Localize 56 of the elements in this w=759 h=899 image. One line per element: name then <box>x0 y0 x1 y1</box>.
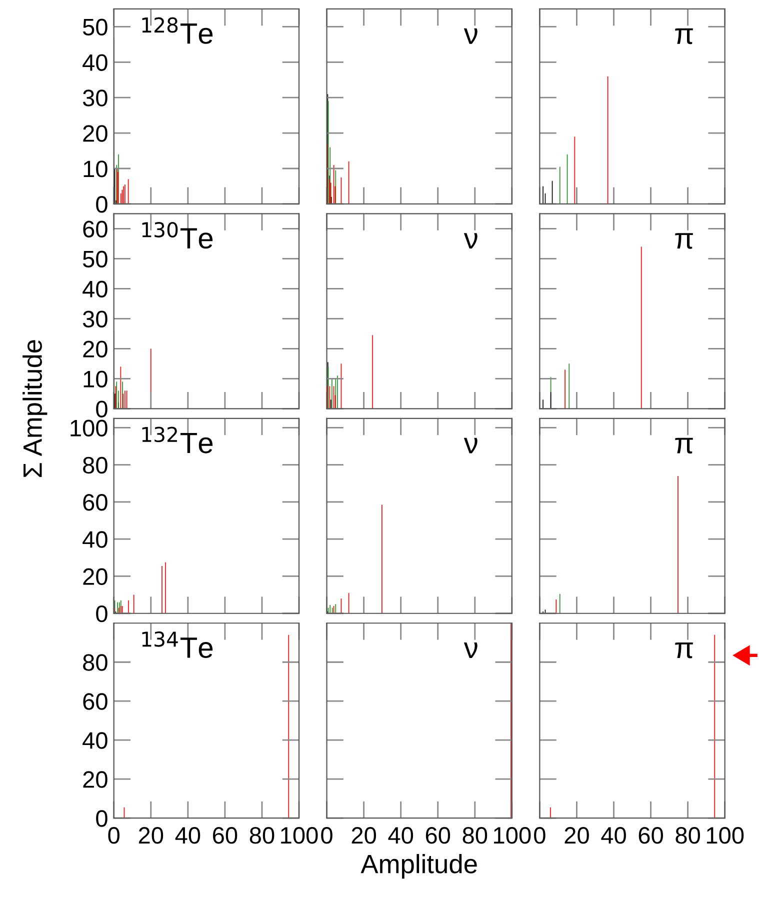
y-tick-label: 80 <box>83 456 108 474</box>
x-tick-label: 80 <box>250 827 274 844</box>
y-tick-label: 40 <box>82 280 108 298</box>
y-tick-label: 60 <box>83 693 108 710</box>
y-tick-label: 60 <box>83 220 108 238</box>
y-tick-label: 0 <box>96 196 108 213</box>
y-tick-label: 50 <box>82 250 108 268</box>
annotation: $^{134}$Te <box>142 631 213 658</box>
y-tick-label: 0 <box>96 605 108 622</box>
annotation: $^{128}$Te <box>142 17 213 44</box>
x-tick-label: 60 <box>638 827 663 844</box>
x-tick-label: 40 <box>601 827 626 844</box>
x-tick-label: 20 <box>352 827 376 844</box>
annotation: ν <box>464 438 478 454</box>
x-tick-label: 20 <box>564 827 589 844</box>
x-axis-title: Amplitude <box>360 854 477 879</box>
annotation: $^{130}$Te <box>142 222 213 249</box>
annotation: ν <box>464 233 478 249</box>
x-tick-label: 60 <box>426 827 450 844</box>
y-tick-label: 30 <box>82 310 108 328</box>
x-tick-label: 20 <box>138 827 164 844</box>
x-tick-label: 80 <box>676 827 700 844</box>
y-tick-label: 60 <box>83 494 108 511</box>
y-tick-label: 40 <box>82 54 108 71</box>
x-tick-label: 100 <box>494 827 531 844</box>
y-tick-label: 30 <box>82 90 108 106</box>
y-tick-label: 100 <box>70 420 108 436</box>
y-tick-label: 20 <box>83 125 108 142</box>
annotation: ν <box>464 28 478 44</box>
annotation: π <box>675 642 693 658</box>
y-axis-title: Σ Amplitude <box>22 340 48 478</box>
x-tick-label: 80 <box>462 827 488 844</box>
y-tick-label: 20 <box>83 568 108 586</box>
x-tick-label: 0 <box>534 827 546 844</box>
y-tick-label: 0 <box>96 810 108 827</box>
x-tick-label: 0 <box>108 827 120 844</box>
x-tick-label: 0 <box>321 827 332 844</box>
x-tick-label: 40 <box>175 827 200 844</box>
annotation: π <box>675 28 693 44</box>
annotation: π <box>675 233 693 249</box>
y-tick-label: 10 <box>84 370 108 388</box>
y-tick-label: 20 <box>83 771 108 788</box>
annotation: ν <box>464 642 478 658</box>
y-tick-label: 50 <box>82 18 108 36</box>
x-tick-label: 40 <box>388 827 414 844</box>
annotation: $^{132}$Te <box>142 426 213 454</box>
x-tick-label: 100 <box>706 827 744 844</box>
x-tick-label: 100 <box>281 827 318 844</box>
y-tick-label: 0 <box>96 400 108 418</box>
y-tick-label: 10 <box>84 160 108 178</box>
y-tick-label: 80 <box>83 654 108 671</box>
y-tick-label: 40 <box>82 732 108 749</box>
y-tick-label: 40 <box>82 531 108 548</box>
annotation: π <box>675 438 693 454</box>
x-tick-label: 60 <box>213 827 238 844</box>
y-tick-label: 20 <box>83 340 108 358</box>
